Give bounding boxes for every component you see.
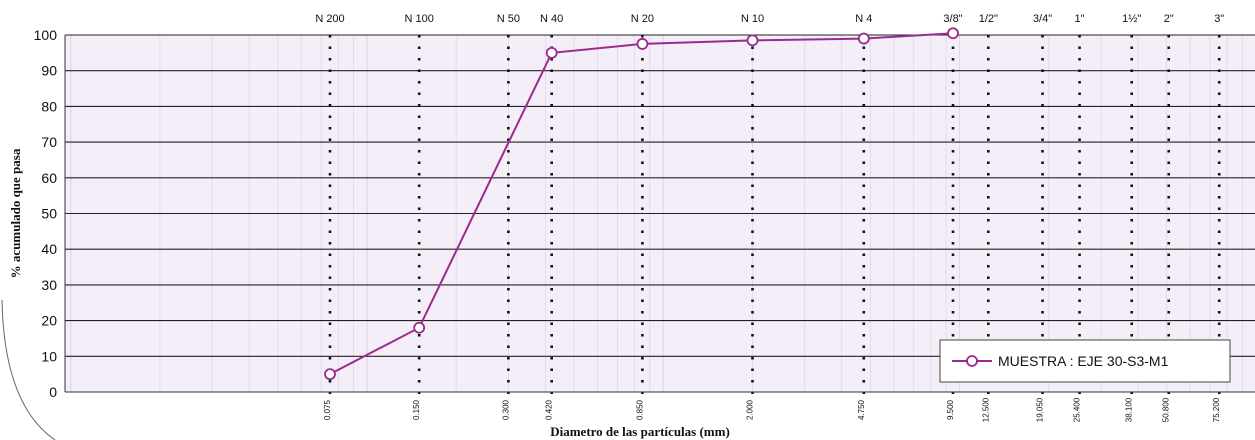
- y-tick-label: 80: [41, 98, 57, 114]
- sieve-size-label: 75.200: [1212, 397, 1221, 422]
- y-tick-label: 60: [41, 170, 57, 186]
- y-tick-label: 70: [41, 134, 57, 150]
- sieve-name-label: 1/2": [979, 13, 998, 25]
- sieve-size-label: 9.500: [946, 399, 955, 420]
- data-point: [857, 32, 870, 45]
- sieve-name-label: 1½": [1122, 13, 1141, 25]
- x-axis-label: Diametro de las partículas (mm): [550, 424, 730, 439]
- axis-layer: 0 10 20 30 40 50 60 70 80 90 100 N 200 0.075 N 100 0.1…: [34, 13, 1255, 422]
- sieve-size-label: 2.000: [746, 399, 755, 420]
- sieve-size-label: 0.075: [323, 399, 332, 420]
- data-point: [947, 27, 959, 40]
- sieve-size-label: 0.420: [545, 399, 554, 420]
- series-layer: [324, 27, 959, 381]
- sieve-name-label: 3/8": [943, 13, 962, 25]
- y-tick-label: 30: [41, 277, 57, 293]
- sieve-name-label: N 20: [631, 13, 654, 25]
- y-tick-label: 20: [41, 313, 57, 329]
- sieve-size-label: 25.400: [1073, 397, 1082, 422]
- y-tick-label: 0: [49, 384, 57, 400]
- y-tick-label: 90: [41, 63, 57, 79]
- sieve-name-label: N 40: [540, 13, 563, 25]
- sieve-size-label: 0.850: [635, 399, 644, 420]
- data-point: [746, 34, 759, 47]
- sieve-name-label: 3": [1214, 13, 1224, 25]
- data-point: [636, 38, 649, 50]
- sieve-name-label: N 50: [497, 13, 520, 25]
- sieve-size-label: 38.100: [1125, 397, 1134, 422]
- y-axis-label: % acumulado que pasa: [8, 148, 23, 278]
- sieve-size-label: 0.300: [501, 399, 510, 420]
- sieve-size-label: 12.500: [981, 397, 990, 422]
- sieve-name-label: N 200: [315, 13, 344, 25]
- sieve-size-label: 4.750: [857, 399, 866, 420]
- sieve-size-label: 50.800: [1162, 397, 1171, 422]
- y-tick-label: 100: [34, 27, 58, 43]
- sieve-name-label: 2": [1164, 13, 1174, 25]
- data-point: [324, 368, 336, 381]
- page-border-curve: [1, 299, 56, 440]
- y-tick-label: 40: [41, 241, 57, 257]
- sieve-name-label: N 4: [855, 13, 872, 25]
- y-tick-label: 50: [41, 206, 57, 222]
- legend: MUESTRA : EJE 30-S3-M1: [939, 339, 1231, 383]
- y-tick-label: 10: [41, 348, 57, 364]
- data-point: [413, 321, 426, 334]
- sieve-size-label: 19.050: [1036, 397, 1045, 422]
- legend-marker-swatch: [966, 355, 978, 367]
- data-point: [545, 46, 558, 59]
- sieve-name-label: 1": [1075, 13, 1085, 25]
- sieve-name-label: 3/4": [1033, 13, 1052, 25]
- legend-entry-label: MUESTRA : EJE 30-S3-M1: [998, 353, 1169, 369]
- sieve-size-label: 0.150: [412, 399, 421, 420]
- sieve-name-label: N 100: [405, 13, 434, 25]
- legend-box: [939, 339, 1231, 383]
- sieve-name-label: N 10: [741, 13, 764, 25]
